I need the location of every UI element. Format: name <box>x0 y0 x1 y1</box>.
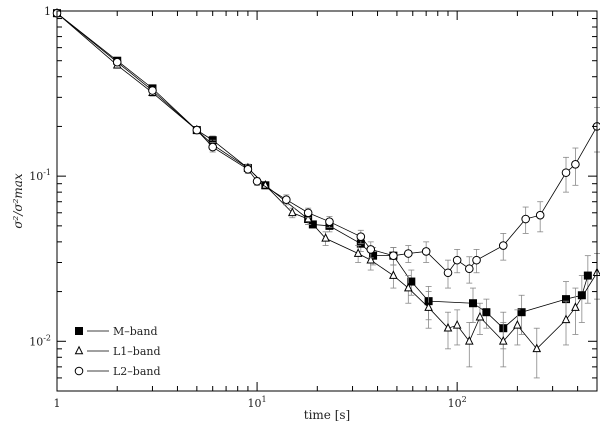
data-point-l2-band <box>421 247 431 256</box>
legend-marker-l1-band <box>74 345 84 355</box>
data-point-l2-band <box>208 142 217 152</box>
y-tick-label: 10-2 <box>29 333 51 348</box>
data-point-m-band <box>407 277 416 286</box>
data-point-l1-band <box>353 248 363 257</box>
data-point-l2-band <box>356 232 366 241</box>
data-point-l1-band <box>321 233 330 242</box>
data-point-l2-band <box>521 214 530 224</box>
data-point-l1-band <box>513 319 522 329</box>
data-point-l2-band <box>472 255 481 265</box>
legend-entry-l1-band: L1–band <box>74 345 161 358</box>
x-tick-label: 1 <box>54 397 61 410</box>
data-point-m-band <box>583 271 592 280</box>
x-tick-label: 101 <box>248 395 267 410</box>
plot-frame <box>56 10 598 392</box>
data-point-l1-band <box>452 319 462 329</box>
data-point-l1-band <box>475 311 485 321</box>
series-line-l2-band <box>56 12 598 274</box>
legend-marker-m-band <box>75 327 83 335</box>
series-l2-band <box>52 8 600 289</box>
data-point-l1-band <box>532 343 542 353</box>
data-point-m-band <box>468 299 477 308</box>
data-point-l2-band <box>148 86 157 95</box>
data-point-l1-band <box>571 302 580 311</box>
y-tick-label: 1 <box>44 5 51 18</box>
data-point-l1-band <box>498 335 508 345</box>
data-point-l2-band <box>389 251 398 260</box>
y-axis-title: σ²/σ²max <box>11 173 25 229</box>
data-point-l1-band <box>464 335 474 345</box>
series-layer <box>52 7 600 379</box>
data-point-l1-band <box>424 302 433 311</box>
legend-label-l2-band: L2–band <box>113 365 161 378</box>
series-m-band <box>53 9 592 350</box>
x-tick-label: 102 <box>448 395 467 410</box>
data-point-l2-band <box>243 165 253 174</box>
legend-entry-m-band: M–band <box>75 325 158 338</box>
x-axis-title: time [s] <box>304 408 350 421</box>
x-tick-exponent: 2 <box>462 395 467 404</box>
legend-marker-l2-band <box>74 366 84 376</box>
legend: M–band L1–band L2–band <box>74 325 161 378</box>
data-point-l1-band <box>261 179 270 189</box>
series-line-l1-band <box>56 12 598 350</box>
data-point-l2-band <box>404 249 413 258</box>
data-point-l2-band <box>571 159 580 169</box>
data-point-l1-band <box>389 270 398 279</box>
data-point-l1-band <box>443 322 453 332</box>
data-point-l1-band <box>303 213 313 223</box>
data-point-l2-band <box>325 217 334 226</box>
legend-label-l1-band: L1–band <box>113 345 161 358</box>
data-point-l2-band <box>498 241 508 250</box>
data-point-l2-band <box>192 125 202 135</box>
data-point-m-band <box>482 308 491 317</box>
data-point-l2-band <box>464 264 474 274</box>
data-point-l2-band <box>452 255 462 265</box>
x-tick-exponent: 1 <box>262 395 267 404</box>
legend-entry-l2-band: L2–band <box>74 365 161 378</box>
data-point-l2-band <box>252 177 262 186</box>
data-point-m-band <box>517 308 526 317</box>
data-point-m-band <box>577 291 586 300</box>
data-point-l1-band <box>403 282 413 292</box>
data-point-l2-band <box>303 208 313 218</box>
y-tick-exponent: -2 <box>43 333 51 342</box>
data-point-l2-band <box>561 168 571 177</box>
y-tick-exponent: -1 <box>43 168 51 177</box>
y-tick-label: 10-1 <box>29 168 51 183</box>
data-point-l1-band <box>366 254 376 264</box>
data-point-l1-band <box>561 314 571 324</box>
data-point-l2-band <box>112 57 122 67</box>
data-point-l2-band <box>366 245 376 254</box>
series-line-m-band <box>56 12 589 329</box>
data-point-l2-band <box>443 268 453 278</box>
data-point-l2-band <box>282 195 291 205</box>
legend-label-m-band: M–band <box>113 325 158 338</box>
series-l1-band <box>52 7 600 379</box>
data-point-l2-band <box>535 210 545 220</box>
data-point-l1-band <box>287 207 297 217</box>
